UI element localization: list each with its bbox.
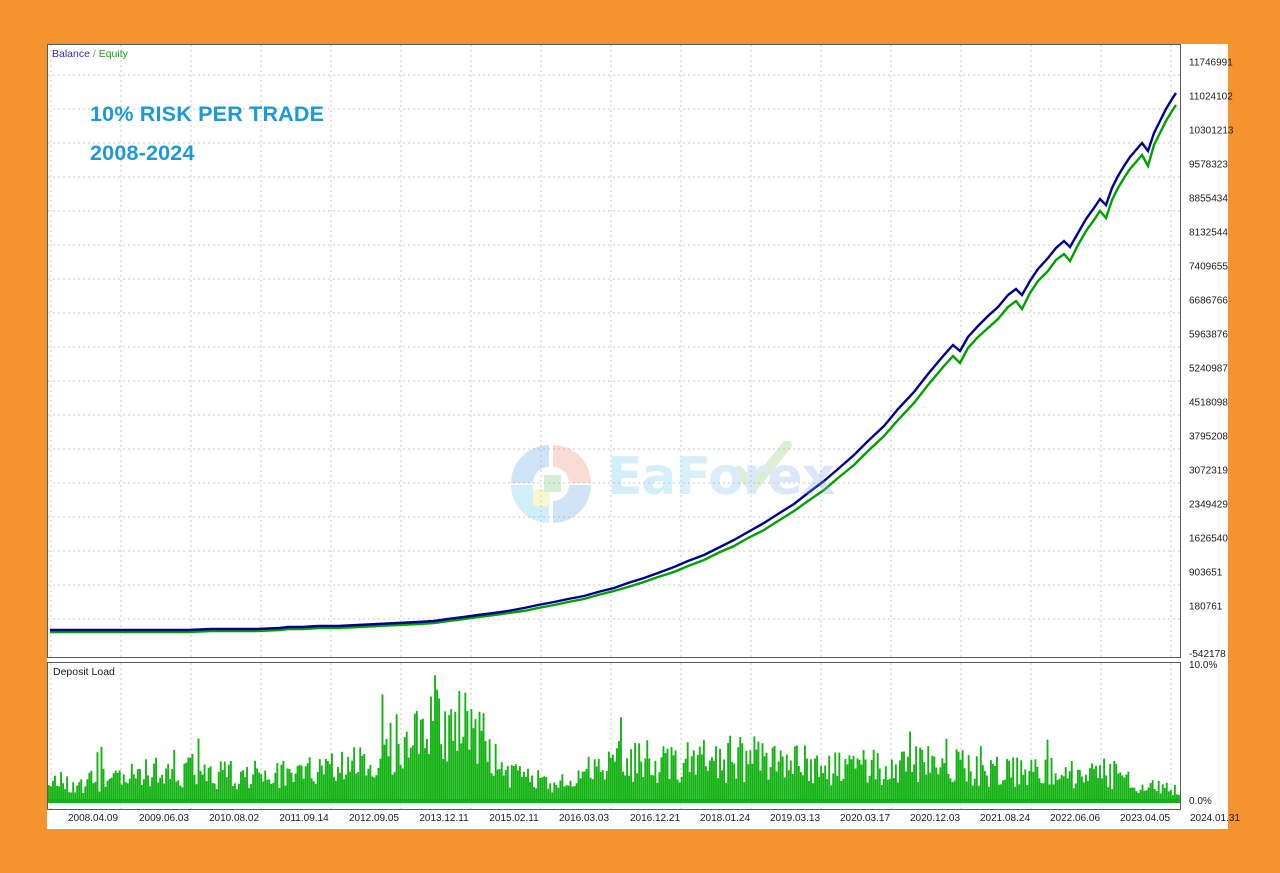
deposit-load-max-tick: 10.0% <box>1189 660 1218 671</box>
legend-equity-label: Equity <box>98 48 128 60</box>
x-tick: 2016.12.21 <box>629 813 681 824</box>
x-tick: 2021.08.24 <box>979 813 1031 824</box>
strategy-tester-report-chart: Balance / Equity 10% RISK PER TRADE 2008… <box>47 44 1240 829</box>
x-tick: 2011.09.14 <box>279 813 329 824</box>
x-tick: 2024.01.31 <box>1189 813 1241 824</box>
y-tick: 11746991 <box>1189 57 1233 69</box>
x-tick: 2008.04.09 <box>67 813 119 824</box>
eaforex-watermark: EaForex <box>503 437 883 529</box>
y-tick: 7409655 <box>1189 261 1228 273</box>
y-tick: 11024102 <box>1189 91 1233 103</box>
y-tick: 6686766 <box>1189 295 1228 307</box>
y-tick: 180761 <box>1189 601 1223 613</box>
y-axis: 11746991 11024102 10301213 9578323 88554… <box>1183 44 1273 808</box>
x-tick: 2015.02.11 <box>489 813 539 824</box>
deposit-load-panel: Deposit Load <box>47 662 1181 810</box>
chart-headline: 10% RISK PER TRADE 2008-2024 <box>90 95 324 173</box>
x-tick: 2022.06.06 <box>1049 813 1101 824</box>
x-tick: 2013.12.11 <box>419 813 469 824</box>
y-tick: 9578323 <box>1189 159 1228 171</box>
x-tick: 2012.09.05 <box>348 813 400 824</box>
eaforex-logo-icon <box>511 445 591 523</box>
x-tick: 2016.03.03 <box>558 813 610 824</box>
y-tick: 5240987 <box>1189 363 1228 375</box>
y-tick: 10301213 <box>1189 125 1234 137</box>
green-check-icon <box>734 441 792 492</box>
y-tick: 2349429 <box>1189 499 1228 511</box>
x-axis: 2008.04.09 2009.06.03 2010.08.02 2011.09… <box>47 810 1240 829</box>
y-tick: 1626540 <box>1189 533 1228 545</box>
deposit-load-min-tick: 0.0% <box>1189 796 1212 807</box>
y-tick: 8132544 <box>1189 227 1228 239</box>
deposit-load-bars <box>48 675 1180 803</box>
balance-equity-panel: Balance / Equity 10% RISK PER TRADE 2008… <box>47 44 1181 658</box>
x-tick: 2009.06.03 <box>138 813 190 824</box>
series-legend: Balance / Equity <box>52 48 128 60</box>
y-tick: 5963876 <box>1189 329 1228 341</box>
x-tick: 2023.04.05 <box>1119 813 1171 824</box>
x-tick: 2018.01.24 <box>699 813 751 824</box>
balance-series <box>50 92 1177 632</box>
y-tick: 903651 <box>1189 567 1223 579</box>
legend-balance-label: Balance <box>52 48 90 60</box>
headline-line-2: 2008-2024 <box>90 141 195 165</box>
y-tick: 8855434 <box>1189 193 1228 205</box>
deposit-load-label: Deposit Load <box>53 666 115 678</box>
x-tick: 2020.03.17 <box>839 813 891 824</box>
y-tick: 3795208 <box>1189 431 1228 443</box>
y-tick: 3072319 <box>1189 465 1228 477</box>
deposit-load-grid <box>50 663 1172 809</box>
equity-series <box>50 104 1177 634</box>
headline-line-1: 10% RISK PER TRADE <box>90 102 325 126</box>
y-tick: -542178 <box>1189 649 1226 660</box>
eaforex-watermark-text: EaForex <box>607 447 835 507</box>
x-tick: 2019.03.13 <box>769 813 821 824</box>
y-tick: 4518098 <box>1189 397 1228 409</box>
x-tick: 2010.08.02 <box>208 813 260 824</box>
legend-separator: / <box>92 48 96 60</box>
x-tick: 2020.12.03 <box>909 813 961 824</box>
